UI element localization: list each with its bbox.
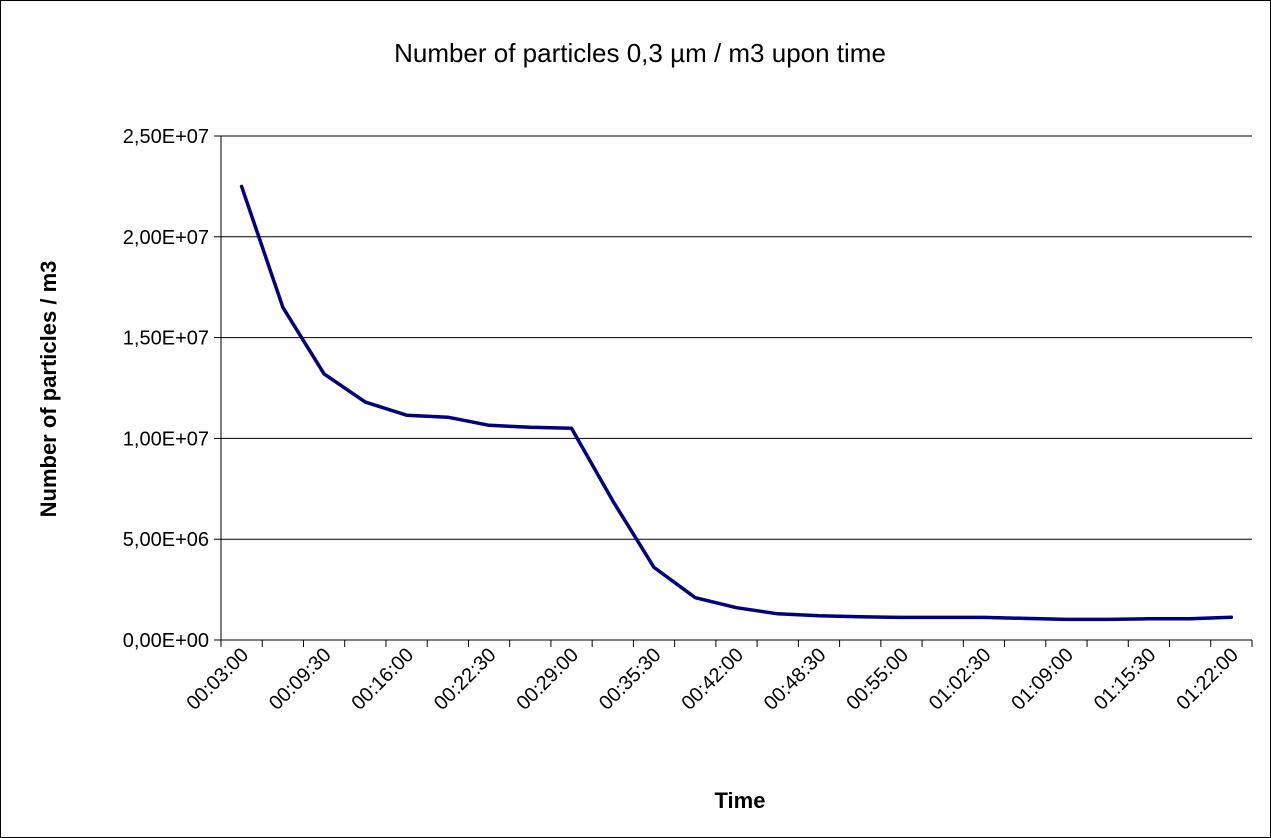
x-tick-label: 00:22:30	[430, 644, 501, 715]
x-tick-label: 00:55:00	[842, 644, 913, 715]
gridlines	[221, 135, 1252, 540]
y-tick-label: 5,00E+06	[123, 529, 209, 551]
series-layer	[239, 184, 1234, 622]
x-tick-label: 00:48:30	[760, 644, 831, 715]
x-tick-label: 01:15:30	[1090, 644, 1161, 715]
series-line	[239, 184, 1234, 622]
x-tick-label: 00:35:30	[595, 644, 666, 715]
x-axis-title: Time	[715, 788, 766, 813]
x-tick-label: 00:29:00	[512, 644, 583, 715]
x-tick-label: 00:09:30	[265, 644, 336, 715]
y-tick-label: 0,00E+00	[123, 630, 209, 652]
x-tick-label: 00:42:00	[677, 644, 748, 715]
x-tick-label: 01:09:00	[1007, 644, 1078, 715]
x-tick-label: 01:22:00	[1172, 644, 1243, 715]
x-tick-label: 01:02:30	[925, 644, 996, 715]
x-tick-label: 00:03:00	[183, 644, 254, 715]
y-tick-label: 1,00E+07	[123, 428, 209, 450]
y-tick-label: 2,00E+07	[123, 227, 209, 249]
x-axis-ticks: 00:03:00 00:09:30 00:16:00 00:22:30 00:29:00…	[183, 640, 1253, 715]
axes	[220, 136, 1252, 641]
y-tick-label: 2,50E+07	[123, 126, 209, 148]
y-tick-label: 1,50E+07	[123, 328, 209, 350]
y-axis-ticks: 0,00E+00 5,00E+06 1,00E+07 1,50E+07 2,00E+07…	[123, 126, 221, 652]
y-axis-title: Number of particles / m3	[36, 261, 61, 518]
x-tick-label: 00:16:00	[348, 644, 419, 715]
chart-title: Number of particles 0,3 µm / m3 upon tim…	[394, 38, 886, 68]
